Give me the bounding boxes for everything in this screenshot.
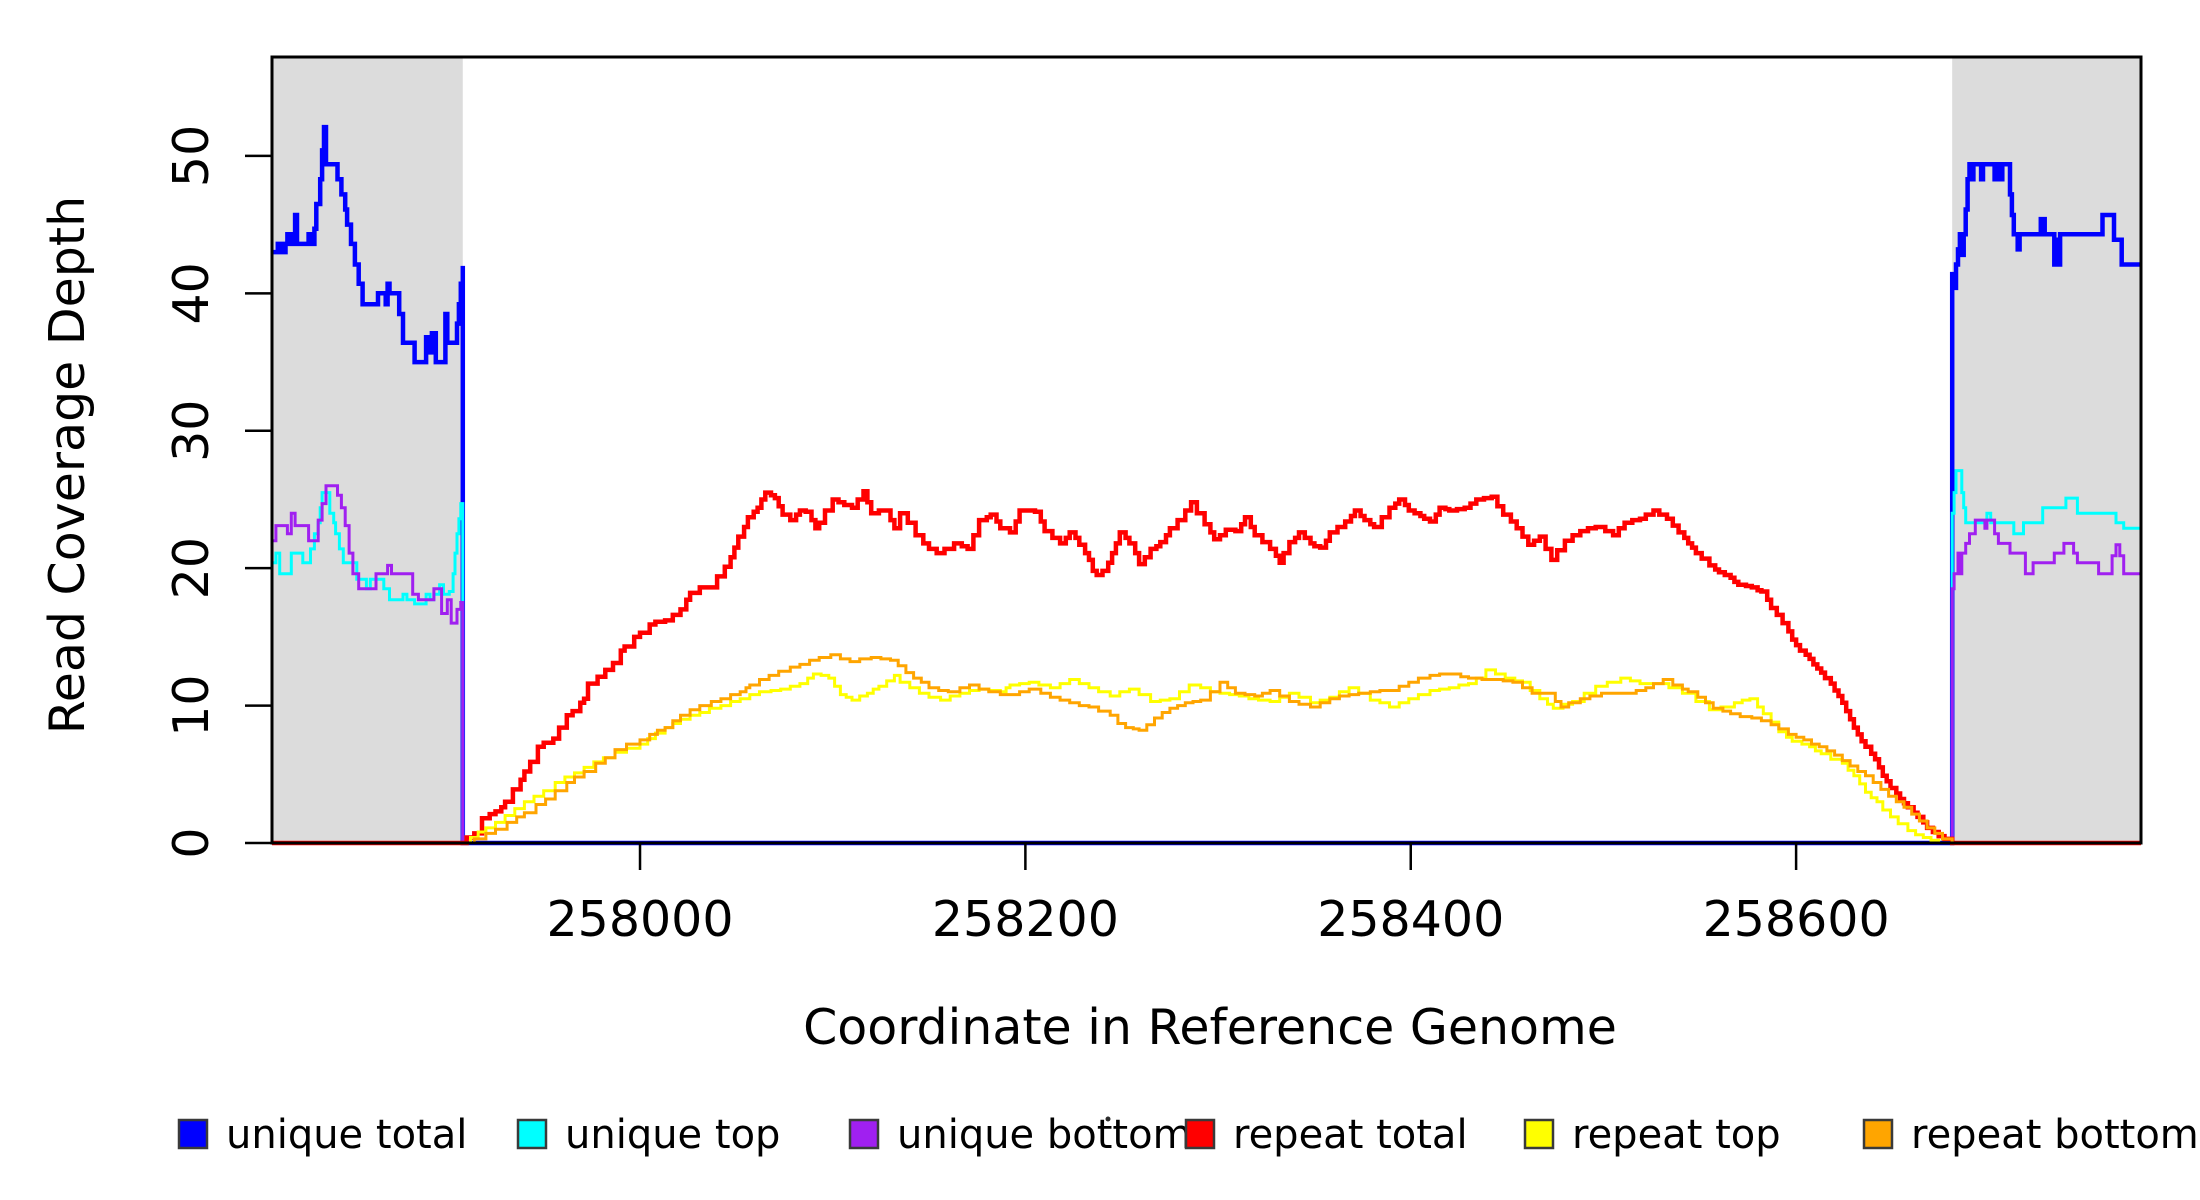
- series-line-unique-total: [272, 124, 2141, 846]
- shaded-region: [272, 57, 463, 843]
- series-line-unique-bottom: [272, 484, 2141, 845]
- y-axis-title: Read Coverage Depth: [39, 196, 96, 734]
- legend-item-unique-top: unique top: [516, 1112, 780, 1158]
- y-tick-label: 10: [163, 674, 220, 736]
- y-tick-label: 20: [163, 537, 220, 599]
- series-line-unique-top: [272, 469, 2141, 845]
- repeat-total-swatch-icon: [1184, 1118, 1216, 1150]
- series-line-repeat-total: [272, 488, 2141, 846]
- x-tick-label: 258000: [546, 891, 733, 948]
- unique-top-swatch-icon: [516, 1118, 548, 1150]
- legend-item-repeat-top: repeat top: [1523, 1112, 1781, 1158]
- x-axis-title: Coordinate in Reference Genome: [803, 999, 1617, 1056]
- legend-label-unique-bottom: unique bottom: [897, 1112, 1192, 1158]
- series-line-repeat-top: [272, 668, 2141, 845]
- x-tick-label: 258400: [1317, 891, 1504, 948]
- series-line-repeat-bottom: [272, 653, 2141, 845]
- legend-item-repeat-total: repeat total: [1184, 1112, 1468, 1158]
- legend-item-unique-bottom: unique bottom: [848, 1112, 1192, 1158]
- plot-border: [270, 55, 2143, 845]
- unique-total-swatch-icon: [177, 1118, 209, 1150]
- legend-label-unique-total: unique total: [226, 1112, 467, 1158]
- legend-item-repeat-bottom: repeat bottom: [1862, 1112, 2199, 1158]
- shaded-region: [1952, 57, 2141, 843]
- x-tick-label: 258600: [1703, 891, 1890, 948]
- y-tick-label: 30: [163, 400, 220, 462]
- y-tick-label: 50: [163, 125, 220, 187]
- legend-label-unique-top: unique top: [565, 1112, 780, 1158]
- legend-item-unique-total: unique total: [177, 1112, 467, 1158]
- repeat-top-swatch-icon: [1523, 1118, 1555, 1150]
- x-tick-label: 258200: [932, 891, 1119, 948]
- y-tick-label: 0: [163, 827, 220, 858]
- artifact-dot: [1105, 1116, 1111, 1122]
- legend-label-repeat-top: repeat top: [1572, 1112, 1781, 1158]
- shaded-flank-regions: [272, 57, 2141, 843]
- y-axis: 0 10 20 30 40 50: [163, 125, 272, 859]
- legend-label-repeat-bottom: repeat bottom: [1911, 1112, 2199, 1158]
- repeat-bottom-swatch-icon: [1862, 1118, 1894, 1150]
- y-tick-label: 40: [163, 262, 220, 324]
- legend: unique total unique top unique bottom re…: [177, 1112, 2199, 1158]
- coverage-series-lines: [272, 124, 2141, 846]
- x-axis: 258000 258200 258400 258600: [546, 843, 1890, 948]
- unique-bottom-swatch-icon: [848, 1118, 880, 1150]
- legend-label-repeat-total: repeat total: [1233, 1112, 1468, 1158]
- plot-frame: [270, 55, 2143, 845]
